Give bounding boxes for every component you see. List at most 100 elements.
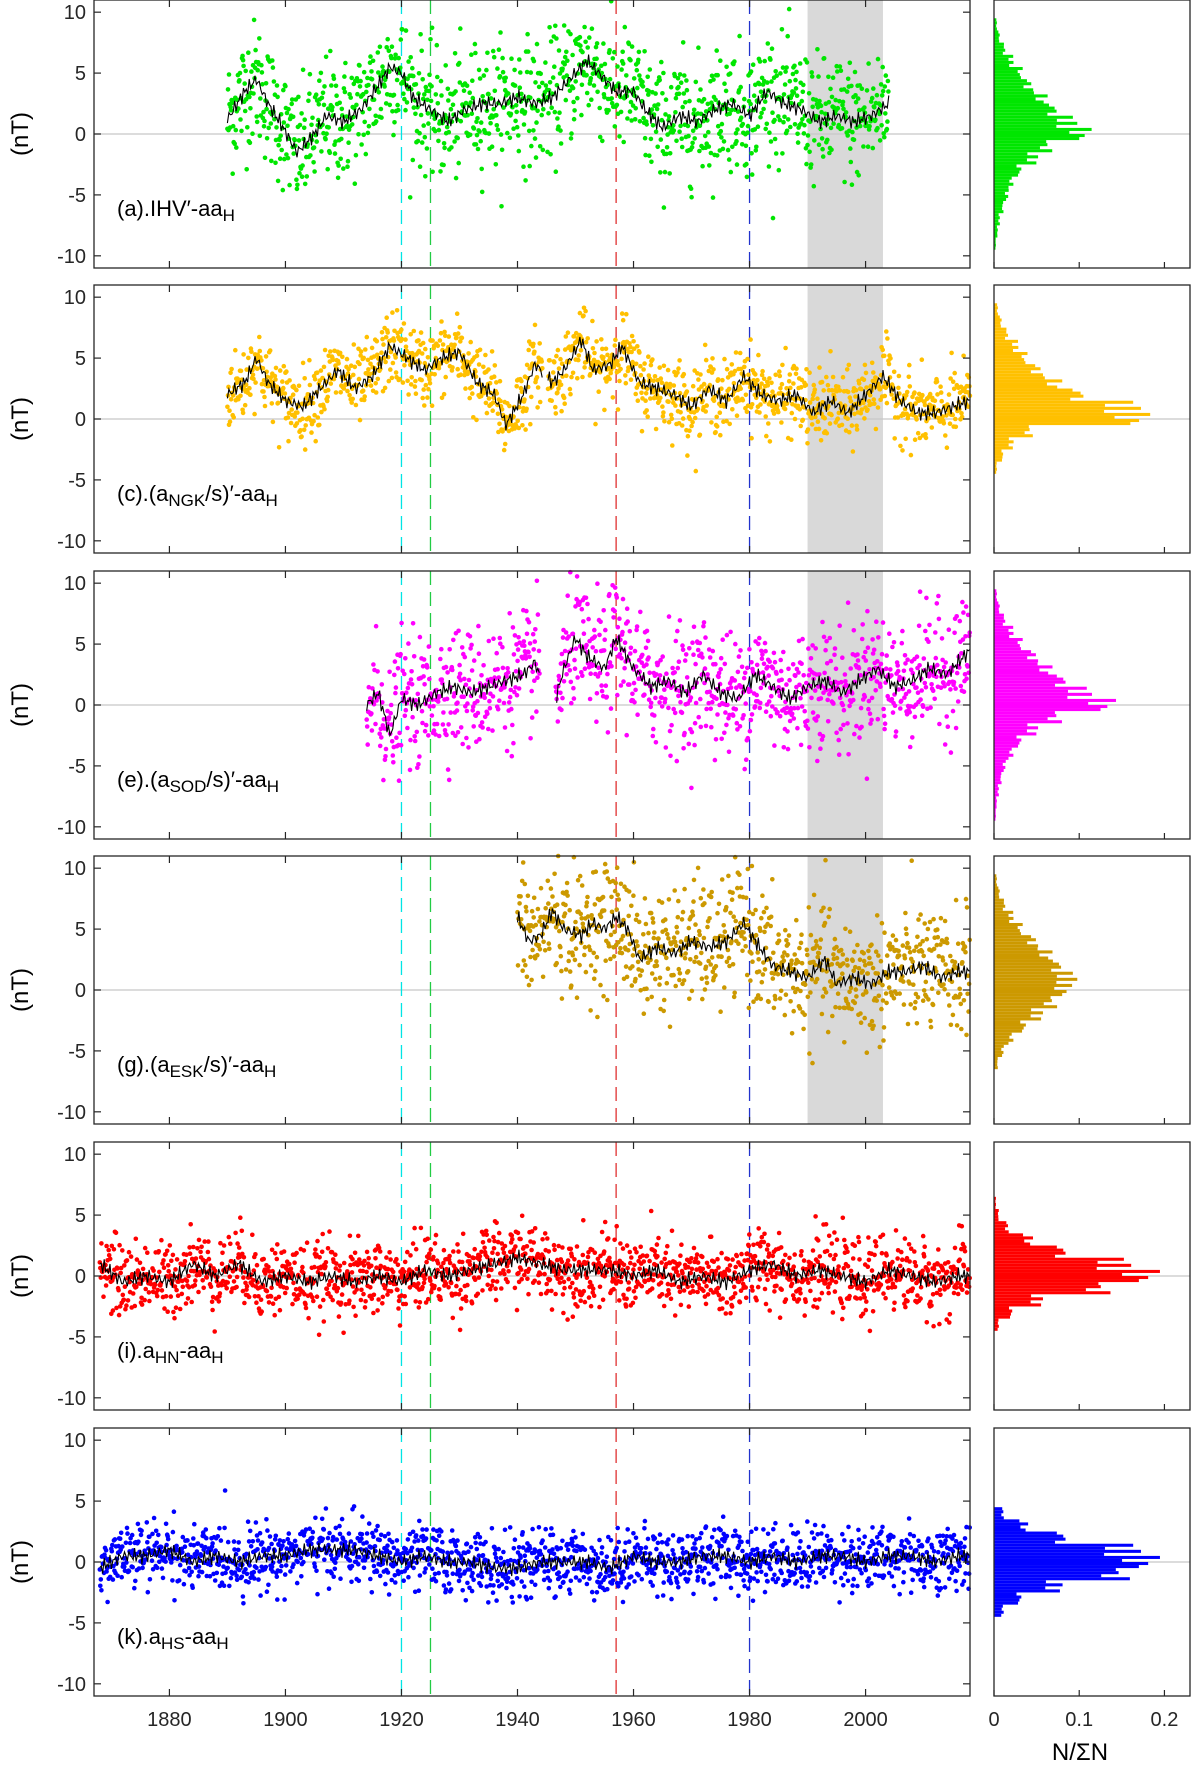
data-point [550, 370, 556, 375]
data-point [436, 365, 442, 371]
data-point [797, 407, 802, 412]
data-point [358, 78, 363, 84]
data-point [430, 338, 435, 343]
data-point [585, 45, 590, 50]
data-point [574, 574, 580, 579]
data-point [348, 363, 354, 369]
data-point [540, 974, 546, 980]
data-point [373, 623, 379, 629]
data-point [901, 1002, 907, 1007]
data-point [667, 151, 673, 156]
data-point [712, 394, 717, 400]
data-point [518, 894, 523, 899]
data-point [422, 134, 428, 140]
data-point [807, 745, 812, 750]
data-point [418, 330, 424, 335]
data-point [690, 383, 696, 389]
data-point [892, 436, 897, 441]
data-point [246, 355, 251, 361]
data-point [477, 129, 482, 134]
data-point [399, 620, 404, 626]
data-point [534, 709, 539, 714]
y-tick-label: -10 [57, 246, 86, 268]
data-point [597, 134, 603, 140]
data-point [583, 595, 589, 601]
data-point [948, 750, 954, 755]
data-point [395, 102, 400, 108]
data-point [747, 909, 752, 915]
data-point [771, 1005, 777, 1011]
data-point [254, 366, 260, 372]
data-point [840, 702, 846, 708]
data-point [837, 623, 842, 628]
data-point [921, 411, 926, 417]
data-point [571, 696, 577, 701]
data-point [525, 31, 530, 37]
data-point [680, 40, 686, 45]
data-point [635, 943, 640, 949]
data-point [923, 979, 929, 985]
data-point [499, 407, 505, 412]
data-point [813, 938, 819, 944]
data-point [725, 702, 730, 708]
data-point [919, 688, 924, 693]
data-point [730, 407, 735, 412]
data-point [438, 78, 444, 84]
data-point [499, 147, 505, 153]
data-point [312, 412, 317, 418]
data-point [429, 403, 435, 409]
data-point [497, 698, 502, 703]
data-point [397, 730, 402, 736]
data-point [675, 930, 680, 935]
data-point [753, 932, 759, 938]
data-point [722, 929, 728, 934]
data-point [740, 121, 746, 127]
data-point [602, 407, 607, 413]
data-point [393, 370, 399, 375]
data-point [436, 127, 442, 133]
data-point [590, 346, 596, 351]
data-point [804, 367, 809, 372]
data-point [737, 33, 742, 39]
data-point [836, 737, 841, 743]
data-point [686, 133, 691, 139]
data-point [598, 619, 603, 625]
data-point [707, 916, 712, 921]
data-point [820, 154, 826, 159]
data-point [709, 420, 714, 425]
data-point [713, 737, 719, 742]
data-point [699, 976, 705, 981]
hist-bar [994, 714, 1057, 718]
data-point [311, 145, 317, 150]
data-point [883, 111, 888, 116]
data-point [580, 921, 586, 927]
hist-frame [993, 0, 1191, 269]
panel-label: (c).(aNGK/s)′-aaH [117, 481, 278, 510]
histogram-e [993, 570, 1191, 840]
data-point [808, 656, 814, 661]
hist-bar [994, 379, 1063, 383]
data-point [601, 41, 606, 46]
data-point [618, 366, 623, 372]
data-point [714, 696, 719, 702]
data-point [661, 205, 667, 210]
data-point [391, 760, 396, 765]
data-point [869, 942, 874, 947]
y-tick-label: 0 [75, 409, 86, 431]
data-point [666, 114, 672, 119]
data-point [612, 929, 617, 935]
data-point [946, 392, 952, 397]
data-point [744, 409, 750, 415]
data-point [784, 401, 790, 406]
data-point [715, 712, 720, 717]
data-point [603, 958, 608, 963]
data-point [408, 55, 414, 60]
data-point [866, 948, 871, 954]
data-point [375, 376, 381, 382]
data-point [816, 74, 821, 79]
data-point [381, 777, 386, 783]
data-point [456, 160, 462, 166]
data-point [586, 102, 591, 108]
data-point [390, 753, 396, 758]
data-point [838, 947, 844, 953]
